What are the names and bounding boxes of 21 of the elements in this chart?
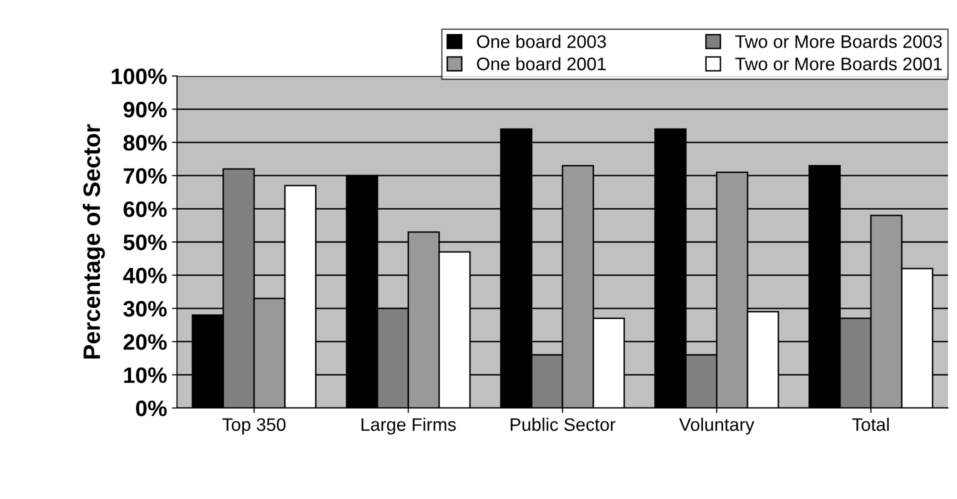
y-tick-label: 90% [124,102,167,118]
y-tick-label: 30% [123,300,167,317]
x-tick-label: Public Sector [510,418,616,431]
y-tick-label: 100% [112,68,167,84]
y-tick-label: 0% [136,400,167,416]
x-tick-label: Total [852,418,889,431]
x-tick-label: Top 350 [222,418,286,435]
y-tick-label: 70% [124,168,167,184]
legend-label: One board 2003 [477,34,606,48]
y-tick-label: 20% [124,334,167,350]
y-tick-label: 50% [123,234,167,250]
x-tick-label: Voluntary [679,418,754,435]
legend-label: One board 2001 [477,57,606,70]
y-tick-label: 60% [124,201,167,218]
legend-label: Two or More Boards 2003 [735,34,942,48]
y-axis-title: Percentage of Sector [82,124,105,359]
y-tick-label: 40% [123,268,167,284]
x-tick-label: Large Firms [362,418,456,435]
y-tick-label: 80% [124,134,167,151]
legend-label: Two or More Boards 2001 [735,57,942,70]
y-tick-label: 10% [124,367,167,384]
